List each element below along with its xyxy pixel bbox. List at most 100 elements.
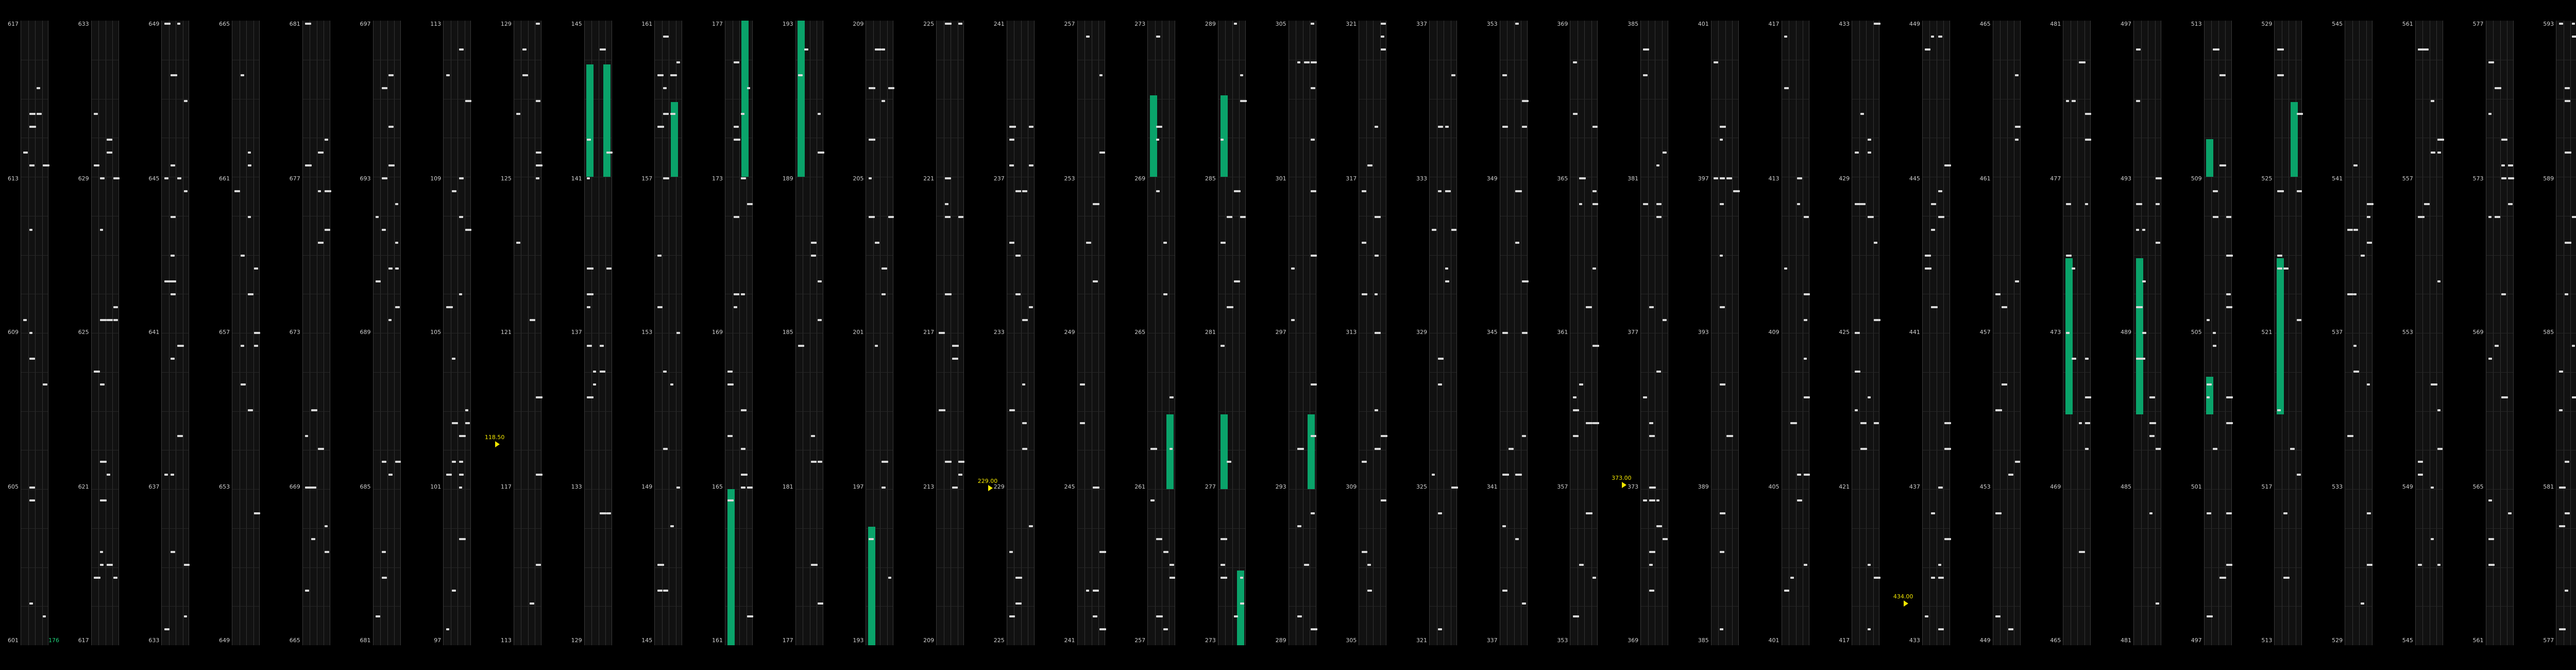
ladder-column[interactable] <box>1288 21 1317 645</box>
ladder-column[interactable] <box>1429 21 1459 645</box>
price-label: 269 <box>1134 175 1146 182</box>
grid-row-line <box>1852 411 1879 412</box>
price-label: 633 <box>148 637 160 644</box>
ladder-column[interactable] <box>372 21 401 645</box>
order-dash <box>811 242 817 244</box>
ladder-column[interactable] <box>2274 21 2303 645</box>
ladder-column[interactable] <box>1781 21 1810 645</box>
ladder-column[interactable] <box>2063 21 2092 645</box>
order-dash <box>2296 319 2301 321</box>
grid-row-line <box>1359 372 1386 373</box>
order-dash <box>2072 358 2077 360</box>
order-dash <box>2219 577 2227 579</box>
price-label: 493 <box>2121 175 2131 182</box>
ladder-column[interactable] <box>2345 21 2374 645</box>
volume-fill <box>1220 414 1228 489</box>
price-marker[interactable]: 118.50 <box>485 434 504 448</box>
grid-row-line <box>1782 606 1809 607</box>
grid-row-line <box>2345 489 2372 490</box>
ladder-column[interactable] <box>1217 21 1247 645</box>
order-dash <box>586 267 594 270</box>
grid-row-line <box>2345 606 2372 607</box>
order-dash <box>1860 113 1865 115</box>
order-dash <box>1310 628 1317 630</box>
order-dash <box>657 590 663 592</box>
order-dash <box>1938 216 1944 218</box>
ladder-column[interactable] <box>866 21 894 645</box>
ladder-column[interactable] <box>1922 21 1951 645</box>
order-dash <box>1803 396 1810 398</box>
ladder-column[interactable] <box>2556 21 2576 645</box>
ladder-column[interactable] <box>2133 21 2162 645</box>
price-label: 353 <box>1557 637 1568 644</box>
order-dash <box>522 74 529 76</box>
ladder-column[interactable] <box>936 21 965 645</box>
order-dash <box>94 164 99 166</box>
order-dash <box>1163 293 1167 295</box>
order-dash <box>670 525 674 527</box>
ladder-column[interactable] <box>91 21 120 645</box>
order-dash <box>1790 422 1797 424</box>
grid-row-line <box>2204 606 2231 607</box>
ladder-column[interactable] <box>584 21 613 645</box>
price-label: 545 <box>2402 637 2413 644</box>
price-label: 401 <box>1698 21 1709 27</box>
price-marker[interactable]: 434.00 <box>1893 593 1913 607</box>
price-label: 369 <box>1628 637 1639 644</box>
ladder-column[interactable] <box>2485 21 2514 645</box>
order-dash <box>1381 48 1386 51</box>
order-dash <box>452 190 457 192</box>
order-dash <box>1015 190 1021 192</box>
ladder-column[interactable] <box>21 21 50 645</box>
price-label: 617 <box>78 637 89 644</box>
ladder-column[interactable] <box>795 21 824 645</box>
ladder-column[interactable] <box>302 21 331 645</box>
price-marker[interactable]: 229.00 <box>978 478 997 491</box>
price-label: 169 <box>712 329 723 336</box>
order-dash <box>459 293 462 295</box>
ladder-column[interactable] <box>1852 21 1881 645</box>
order-dash <box>1009 242 1015 244</box>
ladder-column[interactable] <box>654 21 683 645</box>
ladder-column[interactable] <box>513 21 543 645</box>
price-label: 677 <box>289 175 300 182</box>
ladder-column[interactable] <box>2204 21 2233 645</box>
ladder-column[interactable] <box>1147 21 1176 645</box>
order-dash <box>241 383 246 386</box>
order-dash <box>1586 512 1593 514</box>
grid-row-line <box>584 489 612 490</box>
order-dash <box>1099 74 1103 76</box>
order-dash <box>2565 512 2570 514</box>
price-label: 337 <box>1486 637 1498 644</box>
order-dash <box>1649 499 1654 501</box>
order-dash <box>945 177 952 179</box>
order-dash <box>1086 36 1090 38</box>
price-label: 521 <box>2261 329 2273 336</box>
order-dash <box>1874 242 1878 244</box>
ladder-column[interactable] <box>725 21 754 645</box>
price-label: 553 <box>2402 329 2413 336</box>
ladder-column[interactable] <box>1992 21 2021 645</box>
ladder-column[interactable] <box>1640 21 1669 645</box>
order-dash <box>874 48 882 51</box>
ladder-column[interactable] <box>1499 21 1529 645</box>
ladder-column[interactable] <box>2415 21 2444 645</box>
price-marker[interactable]: 373.00 <box>1612 475 1632 488</box>
order-dash <box>2014 126 2021 128</box>
ladder-column[interactable] <box>1359 21 1388 645</box>
marker-arrow-icon <box>1622 481 1627 488</box>
ladder-column[interactable] <box>1570 21 1599 645</box>
ladder-column[interactable] <box>232 21 261 645</box>
price-label: 161 <box>712 637 723 644</box>
price-label: 369 <box>1557 21 1568 27</box>
price-label: 213 <box>923 483 935 490</box>
ladder-column[interactable] <box>1077 21 1106 645</box>
order-dash <box>529 319 535 321</box>
ladder-column[interactable] <box>1006 21 1035 645</box>
order-dash <box>107 564 113 566</box>
ladder-column[interactable] <box>443 21 472 645</box>
ladder-column[interactable] <box>1710 21 1740 645</box>
ladder-column[interactable] <box>161 21 190 645</box>
grid-row-line <box>1359 255 1386 256</box>
order-dash <box>381 551 386 553</box>
